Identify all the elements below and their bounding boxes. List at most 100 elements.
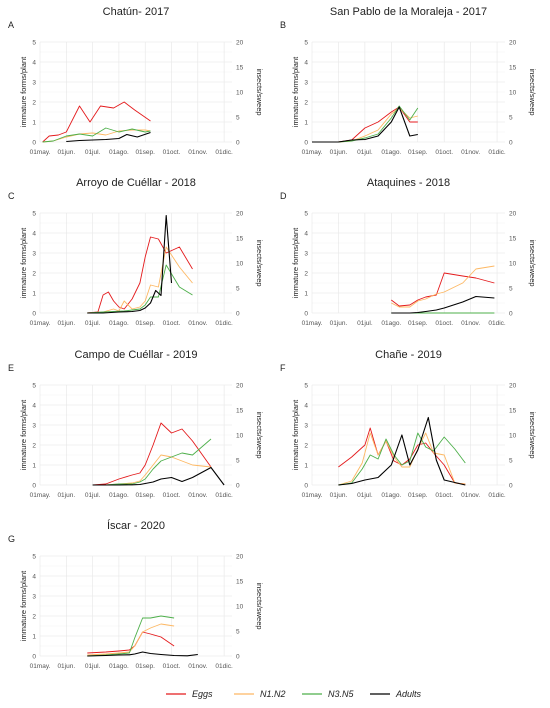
- y-right-tick-label: 10: [236, 603, 244, 610]
- panel-title: Chañe - 2019: [375, 349, 442, 361]
- y-right-tick-label: 15: [236, 407, 244, 414]
- y-right-tick-label: 10: [509, 432, 517, 439]
- series-line-n3-n5: [92, 438, 212, 486]
- x-tick-label: 01may.: [302, 320, 323, 327]
- panel-letter: D: [280, 191, 287, 201]
- x-tick-label: 01jul.: [85, 663, 101, 670]
- y-right-axis-label: insects/sweep: [255, 411, 264, 458]
- y-left-tick-label: 4: [32, 402, 36, 409]
- x-tick-label: 01jun.: [57, 492, 75, 499]
- y-right-tick-label: 10: [236, 260, 244, 267]
- y-right-tick-label: 5: [236, 114, 240, 121]
- y-left-tick-label: 2: [304, 442, 308, 449]
- y-right-tick-label: 10: [236, 89, 244, 96]
- y-left-tick-label: 5: [304, 210, 308, 217]
- y-left-tick-label: 4: [304, 402, 308, 409]
- x-tick-label: 01jul.: [85, 320, 101, 327]
- panel-E: Campo de Cuéllar - 2019 E 0 1 2 3 4 5 0 5 10 15 20 01…: [8, 349, 264, 499]
- y-right-tick-label: 15: [509, 64, 517, 71]
- series-line-n1-n2: [391, 265, 495, 308]
- panel-title: Chatún- 2017: [103, 6, 170, 18]
- series-line-n1-n2: [87, 623, 175, 656]
- y-left-tick-label: 0: [32, 653, 36, 660]
- x-tick-label: 01oct.: [435, 149, 453, 156]
- series-line-adults: [66, 131, 151, 143]
- series-line-eggs: [42, 101, 151, 143]
- series-line-adults: [391, 295, 495, 314]
- panel-C: Arroyo de Cuéllar - 2018 C 0 1 2 3 4 5 0 5 10 15 20 0…: [8, 177, 264, 327]
- x-tick-label: 01sep.: [135, 492, 155, 499]
- y-right-tick-label: 5: [236, 628, 240, 635]
- panel-D: Ataquines - 2018 D 0 1 2 3 4 5 0 5 10 15 20 01may. 01j…: [280, 177, 537, 327]
- panel-title: Ataquines - 2018: [367, 177, 450, 189]
- panel-A: Chatún- 2017 A 0 1 2 3 4 5 0 5 10 15 20 01may. 01jun. 0…: [8, 6, 264, 156]
- x-tick-label: 01nov.: [188, 492, 207, 499]
- legend-label: Adults: [395, 689, 422, 699]
- x-tick-label: 01jul.: [357, 149, 373, 156]
- panel-B: San Pablo de la Moraleja - 2017 B 0 1 2 3 4 5 0 5…: [280, 6, 537, 156]
- x-tick-label: 01sep.: [408, 320, 428, 327]
- y-left-tick-label: 5: [304, 39, 308, 46]
- panel-letter: G: [8, 534, 15, 544]
- x-tick-label: 01ago.: [109, 492, 129, 499]
- y-left-tick-label: 1: [32, 633, 36, 640]
- y-right-tick-label: 0: [236, 653, 240, 660]
- x-tick-label: 01jul.: [357, 492, 373, 499]
- x-tick-label: 01dic.: [488, 492, 506, 499]
- y-left-tick-label: 2: [32, 442, 36, 449]
- panel-letter: E: [8, 363, 14, 373]
- y-left-tick-label: 1: [304, 119, 308, 126]
- y-left-tick-label: 0: [304, 310, 308, 317]
- y-right-tick-label: 0: [236, 310, 240, 317]
- x-tick-label: 01oct.: [163, 320, 181, 327]
- panel-letter: F: [280, 363, 286, 373]
- y-left-axis-label: immature forms/plant: [291, 56, 300, 127]
- x-tick-label: 01sep.: [408, 149, 428, 156]
- panel-letter: A: [8, 20, 14, 30]
- panel-G: Íscar - 2020 G 0 1 2 3 4 5 0 5 10 15 20 01may. 01jun. 0…: [8, 519, 264, 670]
- y-left-tick-label: 5: [32, 39, 36, 46]
- series-line-eggs: [87, 236, 193, 314]
- y-right-axis-label: insects/sweep: [528, 239, 537, 286]
- y-right-tick-label: 20: [509, 210, 517, 217]
- y-right-tick-label: 5: [236, 285, 240, 292]
- y-left-tick-label: 3: [304, 422, 308, 429]
- x-tick-label: 01oct.: [435, 320, 453, 327]
- legend-label: Eggs: [192, 689, 213, 699]
- x-tick-label: 01jun.: [330, 320, 348, 327]
- y-right-tick-label: 0: [236, 139, 240, 146]
- y-right-tick-label: 5: [509, 457, 513, 464]
- y-right-tick-label: 10: [509, 89, 517, 96]
- x-tick-label: 01may.: [30, 663, 51, 670]
- y-right-tick-label: 0: [509, 310, 513, 317]
- panel-title: Íscar - 2020: [107, 519, 165, 532]
- y-left-tick-label: 4: [304, 59, 308, 66]
- series-line-eggs: [391, 272, 495, 307]
- y-left-tick-label: 1: [32, 119, 36, 126]
- y-right-tick-label: 20: [509, 382, 517, 389]
- y-left-tick-label: 0: [304, 139, 308, 146]
- y-left-tick-label: 5: [32, 553, 36, 560]
- y-right-axis-label: insects/sweep: [528, 411, 537, 458]
- panel-title: Campo de Cuéllar - 2019: [75, 349, 198, 361]
- x-tick-label: 01ago.: [109, 663, 129, 670]
- y-right-tick-label: 5: [509, 285, 513, 292]
- x-tick-label: 01nov.: [188, 663, 207, 670]
- series-line-n1-n2: [87, 246, 193, 314]
- y-left-tick-label: 3: [32, 422, 36, 429]
- y-left-tick-label: 3: [304, 79, 308, 86]
- y-right-axis-label: insects/sweep: [255, 239, 264, 286]
- x-tick-label: 01dic.: [215, 663, 233, 670]
- series-line-adults: [312, 106, 418, 143]
- x-tick-label: 01oct.: [163, 149, 181, 156]
- y-left-tick-label: 2: [32, 99, 36, 106]
- x-tick-label: 01may.: [30, 320, 51, 327]
- y-left-tick-label: 2: [32, 270, 36, 277]
- y-right-tick-label: 15: [236, 235, 244, 242]
- x-tick-label: 01nov.: [188, 320, 207, 327]
- x-tick-label: 01nov.: [461, 149, 480, 156]
- y-left-axis-label: immature forms/plant: [19, 56, 28, 127]
- x-tick-label: 01dic.: [488, 320, 506, 327]
- y-left-tick-label: 4: [32, 230, 36, 237]
- y-right-tick-label: 20: [509, 39, 517, 46]
